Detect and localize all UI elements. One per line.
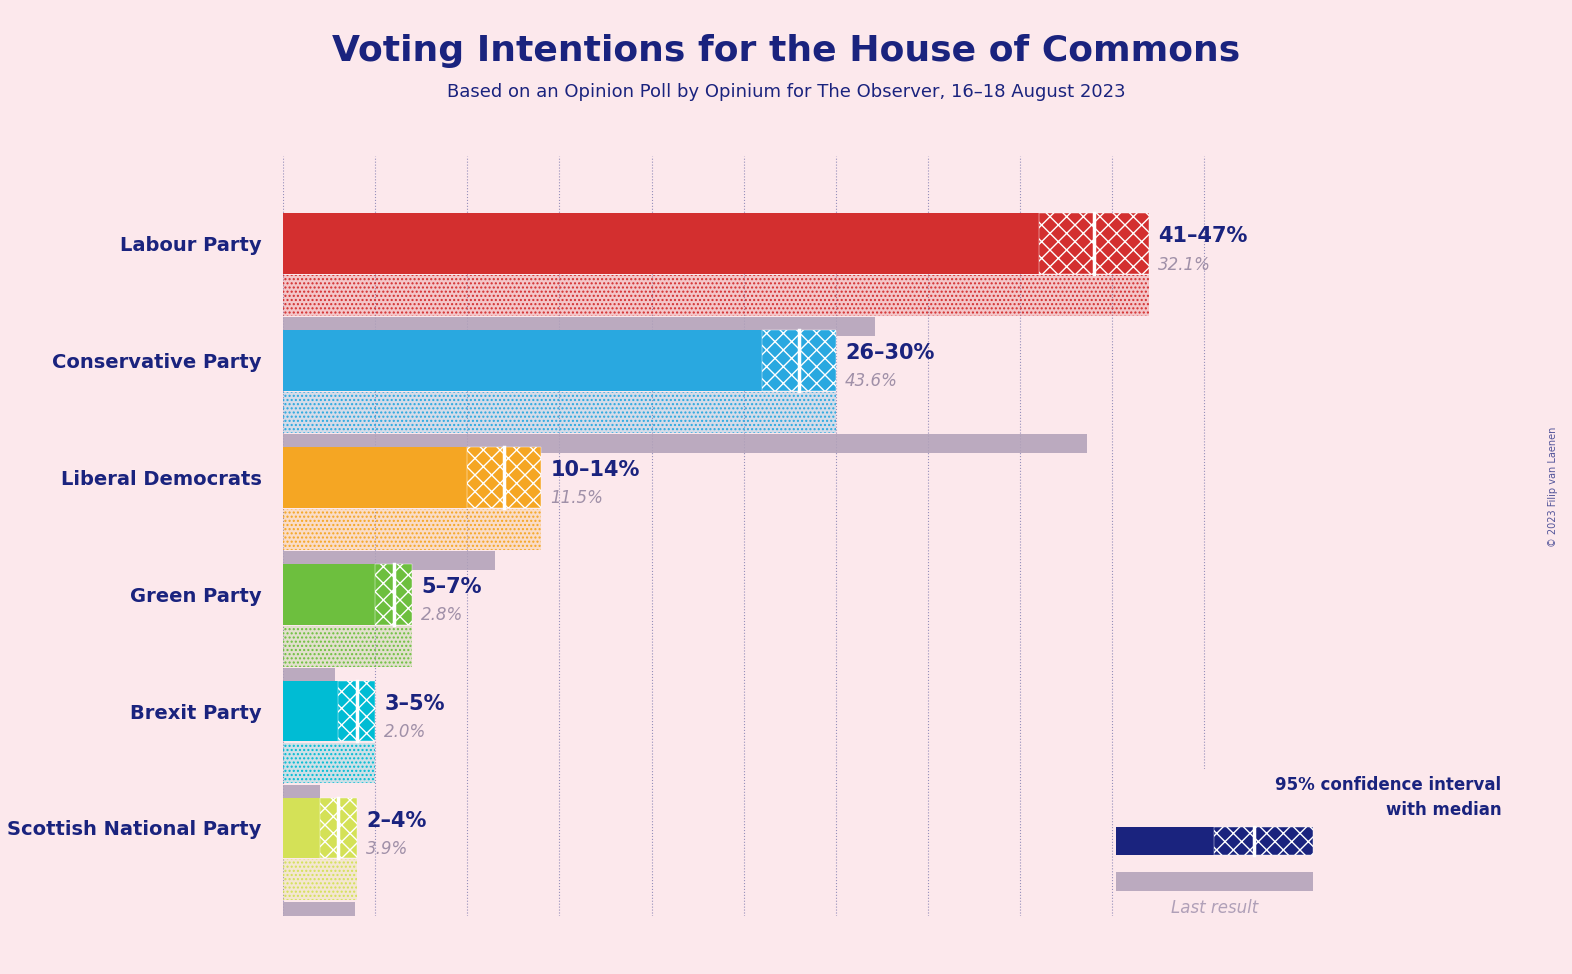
- Text: 5–7%: 5–7%: [421, 578, 481, 597]
- Bar: [283, 798, 319, 858]
- Bar: [283, 392, 836, 432]
- Bar: [283, 275, 1149, 316]
- Bar: [1116, 873, 1313, 891]
- Bar: [283, 625, 412, 666]
- Bar: [376, 564, 412, 624]
- Text: 41–47%: 41–47%: [1159, 227, 1248, 246]
- Bar: [283, 668, 335, 687]
- Bar: [283, 434, 1086, 453]
- Bar: [283, 859, 357, 900]
- Text: 3–5%: 3–5%: [384, 694, 445, 714]
- Bar: [283, 859, 357, 900]
- Bar: [283, 330, 762, 391]
- Text: with median: with median: [1385, 801, 1501, 819]
- Text: Based on an Opinion Poll by Opinium for The Observer, 16–18 August 2023: Based on an Opinion Poll by Opinium for …: [446, 83, 1126, 100]
- Text: 43.6%: 43.6%: [846, 372, 898, 391]
- Text: Voting Intentions for the House of Commons: Voting Intentions for the House of Commo…: [332, 34, 1240, 68]
- Bar: [283, 785, 319, 804]
- Text: 26–30%: 26–30%: [846, 344, 934, 363]
- Bar: [283, 392, 836, 432]
- Bar: [319, 798, 357, 858]
- Text: 2–4%: 2–4%: [366, 811, 426, 831]
- Text: 2.8%: 2.8%: [421, 606, 464, 624]
- Text: 2.0%: 2.0%: [384, 723, 426, 741]
- Bar: [338, 681, 376, 741]
- Bar: [283, 508, 541, 549]
- Bar: [283, 625, 412, 666]
- Bar: [762, 330, 836, 391]
- Bar: [283, 742, 376, 783]
- Bar: [283, 551, 495, 570]
- Text: 32.1%: 32.1%: [1159, 255, 1212, 274]
- Text: 95% confidence interval: 95% confidence interval: [1275, 776, 1501, 794]
- Bar: [1214, 827, 1313, 855]
- Bar: [283, 902, 355, 920]
- Text: 3.9%: 3.9%: [366, 840, 409, 858]
- Bar: [283, 447, 467, 507]
- Bar: [283, 213, 1039, 274]
- Bar: [283, 275, 1149, 316]
- Bar: [467, 447, 541, 507]
- Bar: [283, 742, 376, 783]
- Bar: [283, 508, 541, 549]
- Bar: [283, 564, 376, 624]
- Text: 10–14%: 10–14%: [550, 461, 640, 480]
- Text: 11.5%: 11.5%: [550, 489, 604, 507]
- Text: © 2023 Filip van Laenen: © 2023 Filip van Laenen: [1548, 427, 1558, 547]
- Bar: [1039, 213, 1149, 274]
- Bar: [1116, 827, 1313, 855]
- Bar: [283, 681, 338, 741]
- Bar: [283, 318, 874, 336]
- Text: Last result: Last result: [1171, 899, 1258, 918]
